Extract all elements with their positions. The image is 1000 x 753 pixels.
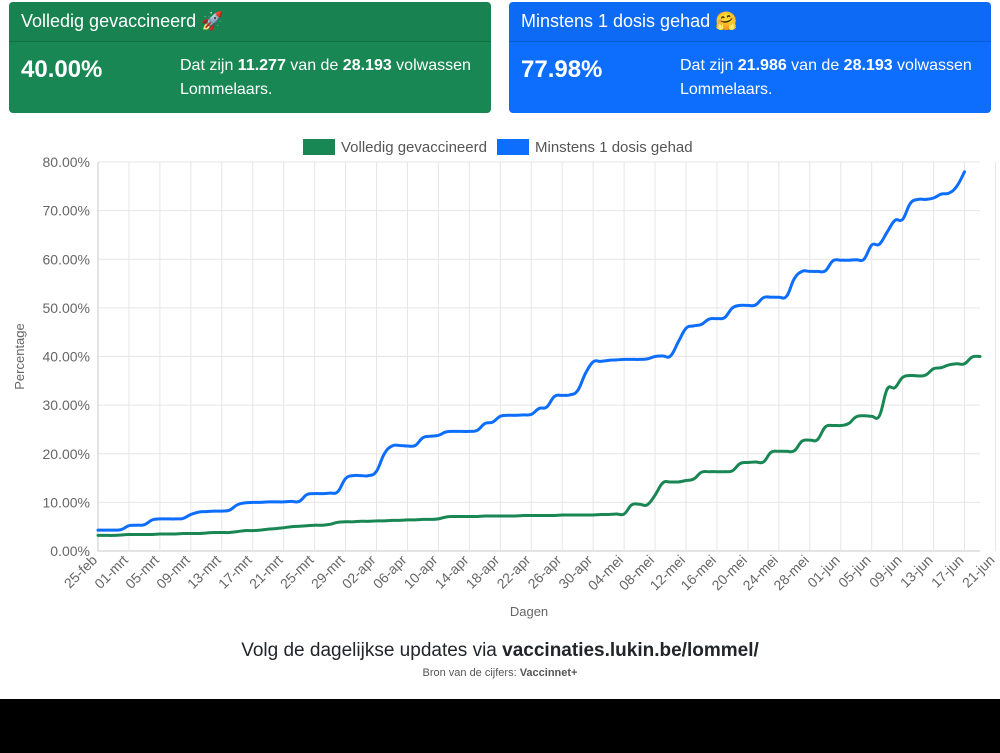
source-name: Vaccinnet+: [519, 667, 578, 679]
x-tick-label: 01-jun: [804, 552, 843, 591]
x-tick-label: 26-apr: [524, 552, 564, 592]
card-percentage: 40.00%: [21, 56, 103, 83]
card-text-mid: van de: [285, 57, 343, 74]
x-tick-label: 21-mrt: [246, 552, 286, 592]
y-tick-label: 20.00%: [43, 446, 90, 462]
x-tick-label: 02-apr: [339, 552, 379, 592]
x-tick-label: 28-mei: [770, 552, 812, 594]
y-tick-label: 80.00%: [43, 154, 90, 170]
card-description: Dat zijn 21.986 van de 28.193 volwassen …: [680, 54, 980, 102]
vaccination-line-chart: 0.00% 10.00% 20.00% 30.00% 40.00% 50.00% 60.00…: [12, 139, 998, 619]
x-tick-label: 25-mrt: [277, 552, 317, 592]
y-tick-label: 40.00%: [43, 349, 90, 365]
card-title: Volledig gevaccineerd 🚀: [9, 2, 491, 42]
card-text-prefix: Dat zijn: [680, 57, 738, 74]
legend-swatch: [497, 139, 529, 155]
card-description: Dat zijn 11.277 van de 28.193 volwassen …: [180, 54, 480, 102]
legend-swatch: [303, 139, 335, 155]
x-tick-label: 22-apr: [493, 552, 533, 592]
x-tick-label: 29-mrt: [308, 552, 348, 592]
x-axis-title: Dagen: [510, 604, 548, 619]
legend-label: Minstens 1 dosis gehad: [535, 139, 693, 156]
source-prefix: Bron van de cijfers:: [422, 667, 520, 679]
card-body: 77.98% Dat zijn 21.986 van de 28.193 vol…: [509, 42, 991, 114]
y-tick-label: 10.00%: [43, 494, 90, 510]
footer-prefix: Volg de dagelijkse updates via: [241, 640, 503, 661]
first-dose-line: [96, 170, 966, 532]
x-tick-label: 13-jun: [897, 552, 936, 591]
card-text-suffix: volwassen Lommelaars.: [680, 57, 972, 98]
card-count: 21.986: [737, 57, 787, 74]
x-tick-label: 10-apr: [401, 552, 441, 592]
y-tick-label: 0.00%: [50, 543, 90, 559]
fully-vaccinated-line: [96, 354, 982, 537]
card-total: 28.193: [342, 57, 392, 74]
updates-link[interactable]: vaccinaties.lukin.be/lommel/: [502, 640, 759, 661]
card-percentage: 77.98%: [521, 56, 603, 83]
x-tick-label: 13-mrt: [184, 552, 224, 592]
card-total: 28.193: [843, 57, 893, 74]
x-tick-label: 01-mrt: [91, 552, 131, 592]
x-tick-label: 17-jun: [928, 552, 967, 591]
x-tick-label: 14-apr: [432, 552, 472, 592]
legend-label: Volledig gevaccineerd: [341, 139, 487, 156]
updates-footer: Volg de dagelijkse updates via vaccinati…: [0, 640, 1000, 662]
card-text-prefix: Dat zijn: [180, 57, 238, 74]
x-tick-label: 21-jun: [959, 552, 998, 591]
x-tick-label: 17-mrt: [215, 552, 255, 592]
card-text-mid: van de: [786, 57, 844, 74]
x-tick-label: 05-jun: [835, 552, 874, 591]
x-tick-label: 06-apr: [370, 552, 410, 592]
x-tick-label: 09-mrt: [153, 552, 193, 592]
y-axis-title: Percentage: [12, 323, 27, 390]
y-tick-label: 60.00%: [43, 251, 90, 267]
y-tick-label: 50.00%: [43, 300, 90, 316]
x-tick-label: 09-jun: [866, 552, 905, 591]
card-body: 40.00% Dat zijn 11.277 van de 28.193 vol…: [9, 42, 491, 114]
source-note: Bron van de cijfers: Vaccinnet+: [0, 667, 1000, 679]
page: Volledig gevaccineerd 🚀 40.00% Dat zijn …: [0, 0, 1000, 699]
x-tick-label: 05-mrt: [122, 552, 162, 592]
card-count: 11.277: [237, 57, 286, 74]
first-dose-card: Minstens 1 dosis gehad 🤗 77.98% Dat zijn…: [509, 2, 991, 113]
y-tick-label: 70.00%: [43, 203, 90, 219]
fully-vaccinated-card: Volledig gevaccineerd 🚀 40.00% Dat zijn …: [9, 2, 491, 113]
x-tick-label: 18-apr: [463, 552, 503, 592]
y-tick-label: 30.00%: [43, 397, 90, 413]
card-title: Minstens 1 dosis gehad 🤗: [509, 2, 991, 42]
card-text-suffix: volwassen Lommelaars.: [180, 57, 471, 98]
